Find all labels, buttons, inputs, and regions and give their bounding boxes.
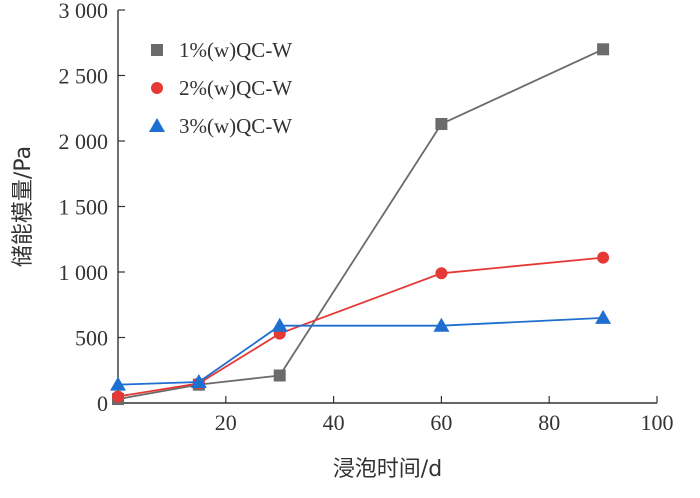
y-tick-label: 1 000 — [59, 260, 109, 285]
y-tick-label: 1 500 — [59, 195, 109, 220]
legend-label-3: 3%(w)QC-W — [179, 114, 292, 138]
legend-label-2: 2%(w)QC-W — [179, 76, 292, 100]
series-line-2 — [117, 256, 604, 398]
legend-marker-1 — [151, 44, 163, 56]
series-3 — [110, 309, 612, 391]
x-tick-label: 100 — [641, 410, 674, 435]
data-point — [271, 317, 288, 332]
data-point — [597, 251, 610, 264]
x-tick-label: 60 — [430, 410, 452, 435]
data-point — [435, 267, 448, 280]
y-tick-label: 2 500 — [59, 64, 109, 89]
series-layer — [110, 43, 612, 406]
data-point — [595, 309, 612, 324]
series-line-1 — [117, 48, 604, 400]
y-tick-label: 3 000 — [59, 0, 109, 23]
data-point — [433, 317, 450, 332]
data-point — [597, 43, 610, 56]
legend: 1%(w)QC-W 2%(w)QC-W 3%(w)QC-W — [149, 38, 292, 138]
axes: 0 500 1 000 1 500 2 000 2 500 3 000 20 40 60 80 100 — [59, 0, 674, 435]
y-tick-label: 0 — [97, 391, 108, 416]
x-tick-label: 80 — [538, 410, 560, 435]
series-line-3 — [117, 316, 604, 386]
y-tick-label: 2 000 — [59, 129, 109, 154]
series-2 — [112, 251, 610, 403]
x-tick-label: 40 — [323, 410, 345, 435]
x-axis-title: 浸泡时间/d — [333, 457, 442, 482]
data-point — [110, 376, 126, 391]
data-point — [112, 390, 124, 403]
y-axis-title: 储能模量/Pa — [11, 146, 36, 267]
x-tick-label: 20 — [215, 410, 237, 435]
legend-marker-3 — [149, 118, 165, 132]
data-point — [273, 369, 286, 382]
data-point — [435, 117, 448, 130]
y-tick-label: 500 — [75, 326, 108, 351]
legend-label-1: 1%(w)QC-W — [179, 38, 292, 62]
data-point — [190, 374, 207, 389]
legend-marker-2 — [151, 82, 163, 94]
